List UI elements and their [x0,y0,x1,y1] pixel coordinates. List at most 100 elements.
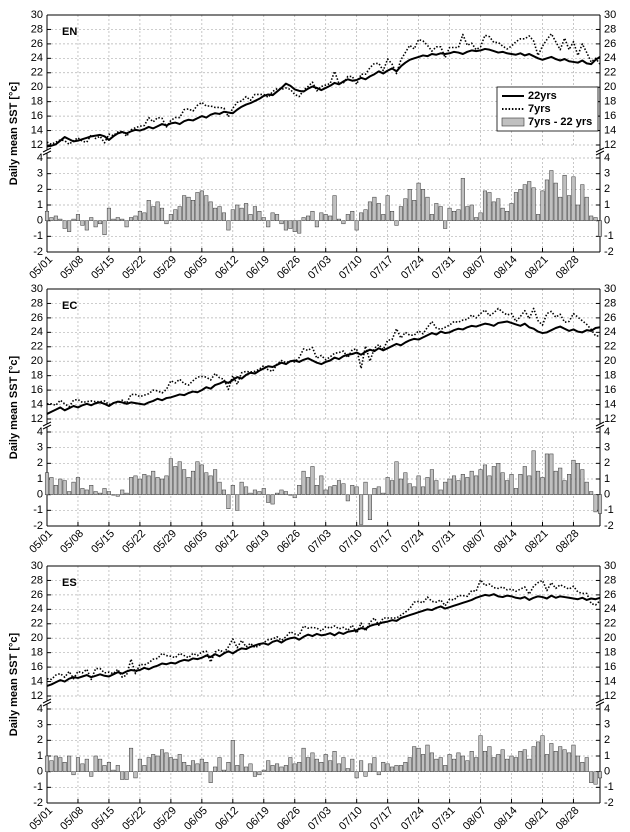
bar [447,754,452,772]
bar [75,757,80,772]
bar [230,209,235,221]
bar [553,470,558,495]
bar [363,771,368,777]
x-tick-label: 07/10 [337,805,365,832]
bar [558,746,563,772]
panel-label: EC [62,300,77,312]
bar [44,755,50,772]
bar [142,212,147,221]
bar [443,481,448,495]
bar [469,204,474,221]
bar [438,206,443,221]
y-tick-label-right: 16 [604,110,616,122]
line-series [46,578,601,681]
bar [580,184,585,221]
bar [509,203,514,221]
bar [244,203,249,221]
y-tick-label: 20 [31,632,43,644]
bar [190,200,196,221]
bar [173,466,178,495]
y-tick-label-right: 18 [604,370,616,382]
bar [416,182,421,221]
x-tick-label: 08/28 [554,528,582,556]
y-tick-label: 18 [31,96,43,108]
bar [93,491,98,495]
bar [549,453,554,495]
bar [544,754,549,772]
x-tick-label: 07/24 [399,805,427,832]
bar [531,187,536,221]
y-tick-label: 4 [37,426,43,438]
y-tick-label-right: -2 [604,520,614,532]
y-tick-label: -1 [33,781,43,793]
y-tick-label-right: 24 [604,326,616,338]
bar [421,189,426,221]
bar [221,489,226,495]
bar [305,757,311,772]
y-tick-label-right: -1 [604,230,614,242]
bar [505,480,510,495]
axis-break [42,150,52,156]
y-tick-label: 1 [37,473,43,485]
bar [567,752,572,772]
y-tick-label-right: 20 [604,81,616,93]
bar [385,477,390,495]
bar [522,184,527,221]
bar [115,494,120,497]
bar [482,464,487,495]
bar [177,461,182,495]
bar [275,763,280,772]
y-tick-label: 16 [31,661,43,673]
bar [235,494,240,511]
bar [363,481,368,495]
axis-break [42,701,52,707]
bar [221,212,226,221]
bar [137,478,142,495]
x-tick-label: 05/15 [89,805,117,832]
x-tick-label: 06/26 [275,528,303,556]
bar [491,201,496,221]
bar [593,771,598,785]
bar [58,757,63,772]
y-tick-label: 12 [31,139,43,151]
line-series [46,32,601,146]
bar [129,217,134,221]
bar [270,212,275,221]
bar [173,209,178,221]
x-tick-label: 05/22 [120,528,148,556]
bar [376,486,381,495]
bar [398,206,403,221]
y-tick-label: 0 [37,489,43,501]
y-tick-label-right: 4 [604,426,610,438]
line-series [46,47,601,148]
bar [527,475,532,495]
bar [482,190,487,221]
bar [292,763,297,772]
bar [429,752,434,772]
bar [354,771,359,779]
y-tick-label-right: -2 [604,797,614,809]
bar [500,472,505,495]
y-tick-label: 12 [31,413,43,425]
bar [115,765,120,772]
bar [98,220,103,225]
bar [580,762,585,772]
bar [597,771,603,779]
bar [252,489,257,495]
bar [345,214,350,221]
x-tick-label: 08/07 [461,254,489,282]
y-tick-label-right: 0 [604,766,610,778]
bar [248,214,253,221]
bar [505,758,510,772]
bar [518,189,523,221]
y-tick-label: -1 [33,504,43,516]
y-tick-label-right: -2 [604,246,614,258]
y-tick-label-right: 30 [604,560,616,572]
bar [53,755,58,772]
bar [124,492,129,495]
bar [407,189,412,221]
x-tick-label: 05/08 [58,528,86,556]
bar [531,746,536,772]
bar [142,474,147,495]
bar [487,746,492,772]
